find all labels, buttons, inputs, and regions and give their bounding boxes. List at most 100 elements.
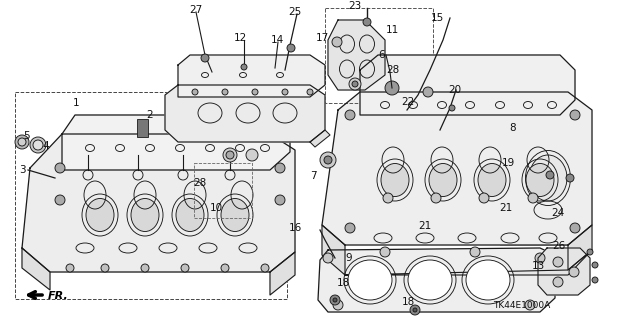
Text: 10: 10: [209, 203, 223, 213]
Polygon shape: [538, 248, 590, 295]
Circle shape: [423, 87, 433, 97]
Text: 15: 15: [430, 13, 444, 23]
Circle shape: [352, 81, 358, 87]
Circle shape: [320, 152, 336, 168]
Text: 18: 18: [401, 297, 415, 307]
Circle shape: [33, 140, 43, 150]
Circle shape: [324, 156, 332, 164]
Text: 28: 28: [387, 65, 399, 75]
Ellipse shape: [526, 164, 554, 197]
Ellipse shape: [176, 198, 204, 232]
Circle shape: [332, 37, 342, 47]
Text: 26: 26: [552, 241, 566, 251]
Circle shape: [553, 257, 563, 267]
Polygon shape: [318, 248, 555, 312]
Circle shape: [330, 295, 340, 305]
Text: 6: 6: [379, 50, 385, 60]
Polygon shape: [165, 85, 325, 142]
Circle shape: [223, 148, 237, 162]
Circle shape: [349, 78, 361, 90]
Ellipse shape: [429, 164, 457, 197]
Circle shape: [55, 195, 65, 205]
Circle shape: [569, 267, 579, 277]
Text: TK44E1000A: TK44E1000A: [493, 300, 550, 309]
Circle shape: [570, 223, 580, 233]
Circle shape: [570, 110, 580, 120]
Circle shape: [30, 137, 46, 153]
Circle shape: [592, 277, 598, 283]
Text: 3: 3: [19, 165, 26, 175]
Circle shape: [246, 149, 258, 161]
Ellipse shape: [478, 164, 506, 197]
Polygon shape: [322, 225, 345, 275]
Text: 5: 5: [22, 131, 29, 141]
Circle shape: [345, 110, 355, 120]
Circle shape: [413, 308, 417, 312]
Circle shape: [18, 138, 26, 146]
Circle shape: [345, 223, 355, 233]
Text: 21: 21: [499, 203, 513, 213]
Circle shape: [241, 64, 247, 70]
Text: 14: 14: [270, 35, 284, 45]
Circle shape: [275, 163, 285, 173]
Circle shape: [55, 163, 65, 173]
Circle shape: [261, 264, 269, 272]
Text: 27: 27: [189, 5, 203, 15]
Ellipse shape: [529, 155, 567, 201]
Text: 8: 8: [509, 123, 516, 133]
Text: 4: 4: [43, 141, 49, 151]
Polygon shape: [62, 115, 290, 170]
Text: 25: 25: [289, 7, 301, 17]
Polygon shape: [322, 92, 592, 245]
Circle shape: [323, 253, 333, 263]
Circle shape: [333, 300, 343, 310]
Polygon shape: [310, 130, 330, 147]
Polygon shape: [22, 134, 295, 272]
Text: 9: 9: [346, 253, 352, 263]
Circle shape: [275, 195, 285, 205]
Circle shape: [553, 277, 563, 287]
Ellipse shape: [348, 260, 392, 300]
Text: 21: 21: [419, 221, 431, 231]
Circle shape: [101, 264, 109, 272]
Circle shape: [535, 253, 545, 263]
Polygon shape: [328, 20, 385, 90]
Circle shape: [470, 247, 480, 257]
Circle shape: [546, 171, 554, 179]
Polygon shape: [22, 248, 50, 290]
Text: 24: 24: [552, 208, 564, 218]
Circle shape: [410, 305, 420, 315]
Bar: [194, 163, 252, 218]
Circle shape: [282, 89, 288, 95]
Text: 2: 2: [147, 110, 154, 120]
Circle shape: [181, 264, 189, 272]
Polygon shape: [360, 55, 575, 115]
Circle shape: [385, 81, 399, 95]
Text: 20: 20: [449, 85, 461, 95]
Circle shape: [252, 89, 258, 95]
Circle shape: [307, 89, 313, 95]
Bar: [500, 120, 582, 245]
Circle shape: [566, 174, 574, 182]
Circle shape: [333, 298, 337, 302]
Polygon shape: [178, 55, 325, 97]
Ellipse shape: [466, 260, 510, 300]
Circle shape: [587, 249, 593, 255]
Circle shape: [383, 193, 393, 203]
Circle shape: [380, 247, 390, 257]
Ellipse shape: [131, 198, 159, 232]
Circle shape: [592, 262, 598, 268]
Ellipse shape: [221, 198, 249, 232]
Circle shape: [528, 193, 538, 203]
Circle shape: [66, 264, 74, 272]
Circle shape: [525, 300, 535, 310]
Text: 17: 17: [316, 33, 328, 43]
Text: 22: 22: [401, 97, 415, 107]
Circle shape: [15, 135, 29, 149]
Text: 28: 28: [193, 178, 207, 188]
Bar: [325, 8, 433, 103]
Bar: [15, 92, 287, 299]
Text: 13: 13: [531, 261, 545, 271]
FancyBboxPatch shape: [137, 119, 148, 137]
Text: 7: 7: [310, 171, 316, 181]
